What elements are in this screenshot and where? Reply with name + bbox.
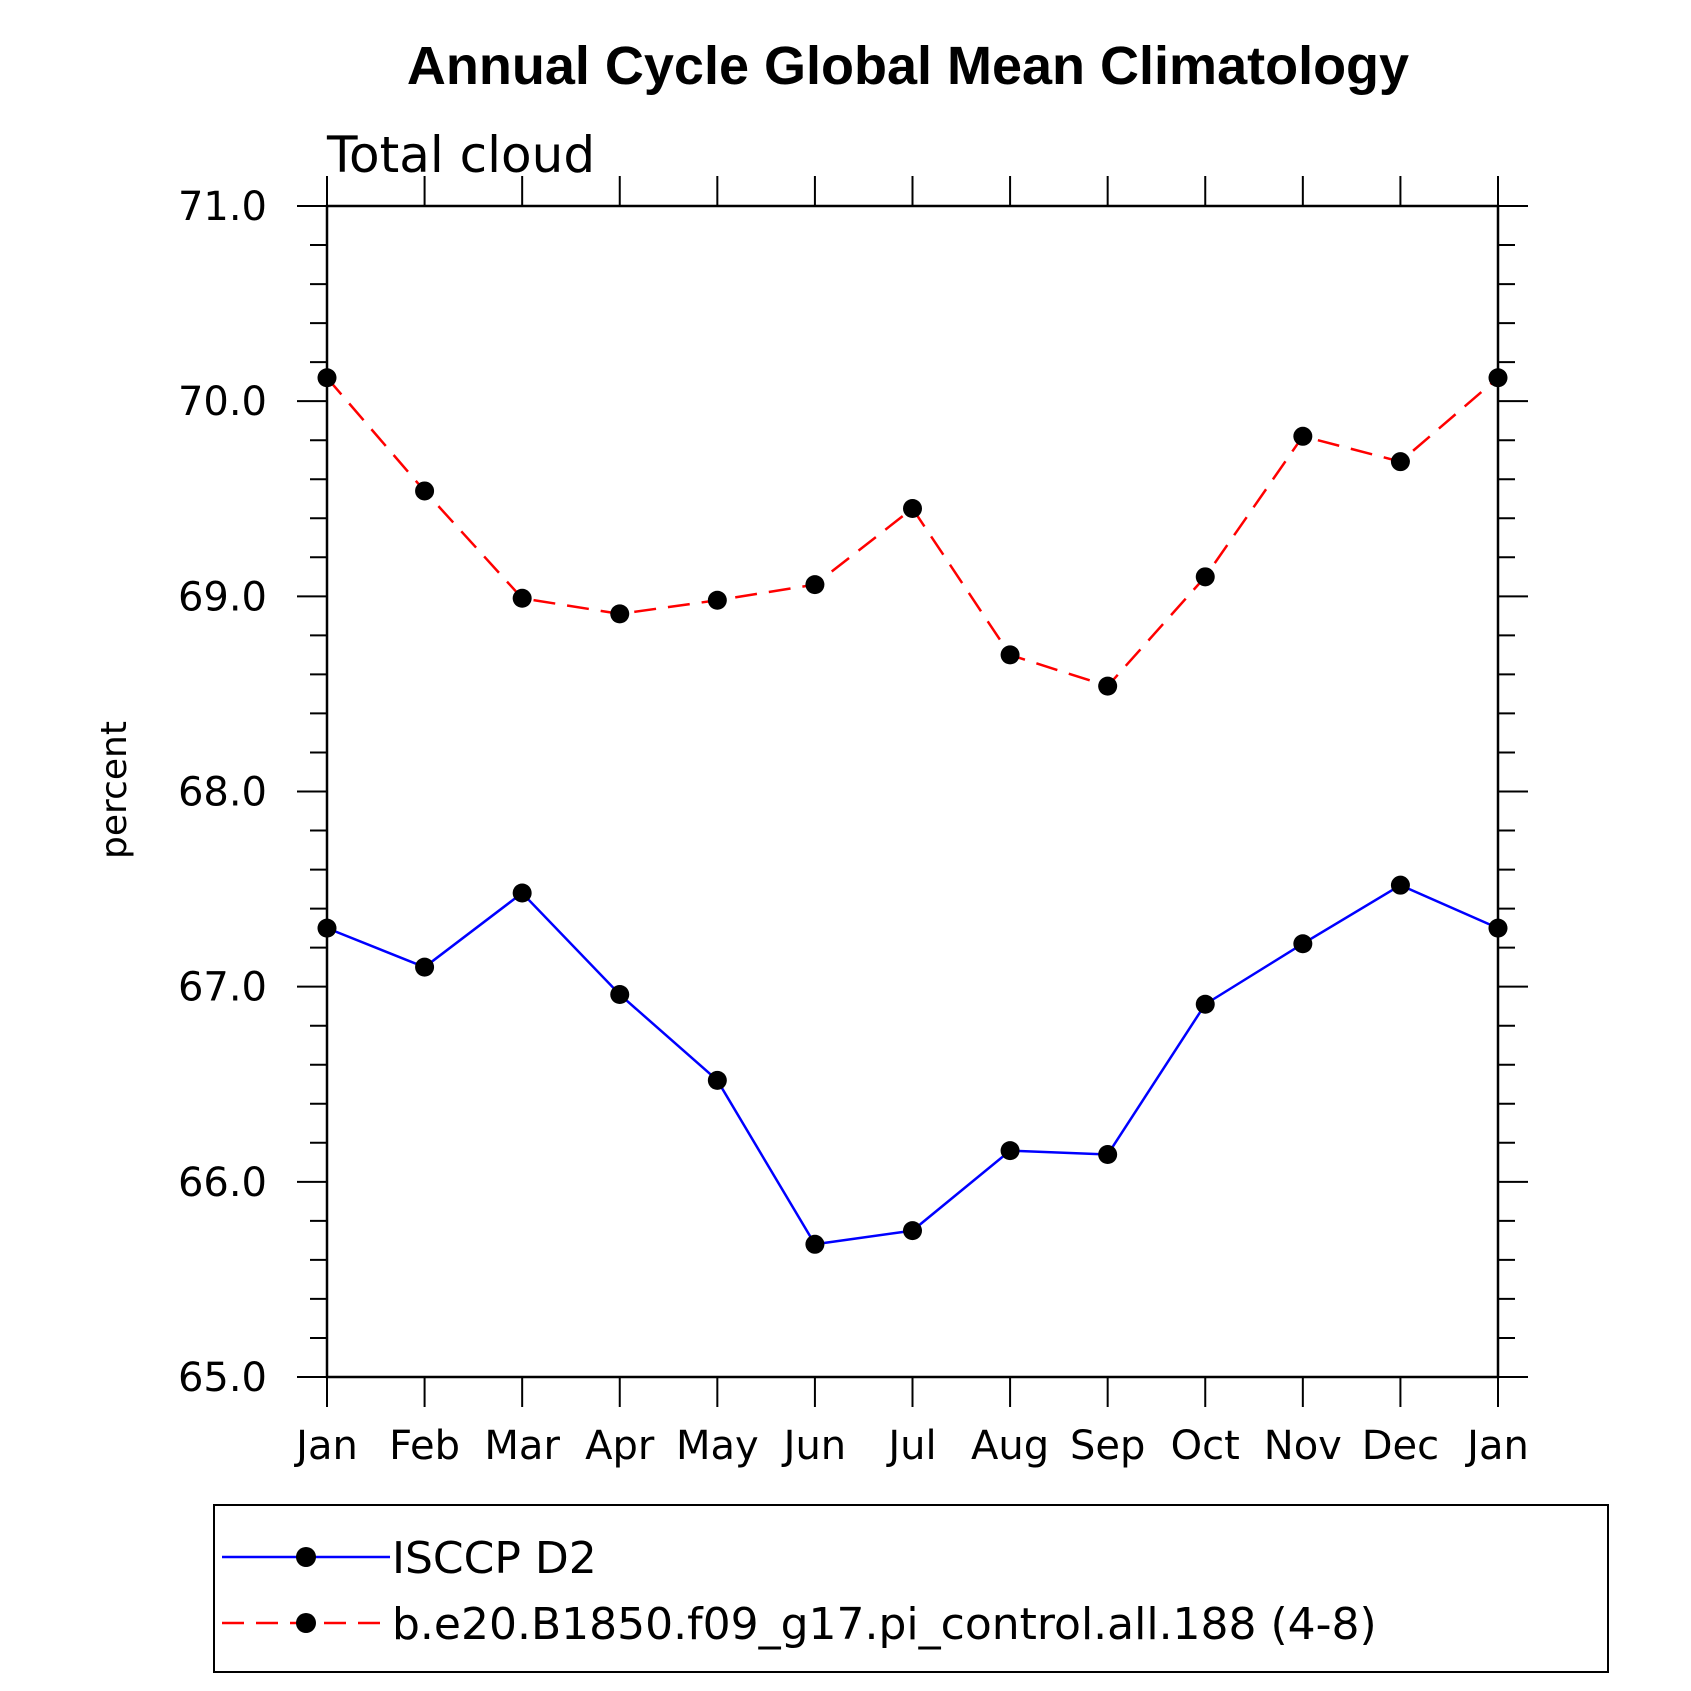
x-tick-label: Feb <box>389 1423 460 1469</box>
data-point <box>317 368 337 388</box>
chart-subtitle: Total cloud <box>326 126 595 184</box>
chart-title: Annual Cycle Global Mean Climatology <box>407 36 1409 96</box>
data-point <box>317 918 337 938</box>
data-point <box>415 481 435 501</box>
x-tick-label: Jul <box>885 1423 936 1469</box>
x-tick-label: Nov <box>1264 1423 1342 1469</box>
y-tick-label: 71.0 <box>178 184 267 230</box>
x-tick-label: Oct <box>1171 1423 1240 1469</box>
data-point <box>1488 368 1508 388</box>
x-tick-label: Apr <box>585 1423 655 1469</box>
data-point <box>1195 994 1215 1014</box>
data-point <box>1390 875 1410 895</box>
data-point <box>415 957 435 977</box>
data-point <box>1488 918 1508 938</box>
legend-label: ISCCP D2 <box>392 1533 597 1584</box>
series-1 <box>317 875 1508 1254</box>
y-tick-label: 68.0 <box>178 770 267 816</box>
x-axis: Jan Feb Mar Apr May Jun Jul Aug Sep Oct Nov Dec Jan <box>293 176 1529 1469</box>
legend-marker <box>296 1547 316 1567</box>
data-point <box>903 499 922 519</box>
data-point <box>1195 567 1215 587</box>
data-point <box>805 575 825 595</box>
x-tick-label: Dec <box>1362 1423 1439 1469</box>
data-point <box>805 1234 825 1254</box>
legend-marker <box>296 1613 316 1633</box>
x-tick-label: Aug <box>971 1423 1049 1469</box>
data-point <box>610 984 630 1004</box>
plot-border <box>325 204 1500 1379</box>
data-point <box>1000 645 1020 665</box>
series-layer <box>317 368 1508 1254</box>
x-tick-label: Jan <box>1464 1423 1529 1469</box>
x-tick-label: May <box>676 1423 759 1469</box>
data-point <box>707 1070 727 1090</box>
legend-label: b.e20.B1850.f09_g17.pi_control.all.188 (… <box>392 1599 1377 1650</box>
data-point <box>707 590 727 610</box>
legend-items: ISCCP D2 b.e20.B1850.f09_g17.pi_control.a… <box>222 1533 1377 1650</box>
x-tick-label: Jan <box>293 1423 358 1469</box>
data-point <box>1293 426 1313 446</box>
series-line <box>326 376 1499 688</box>
series-2 <box>317 368 1508 696</box>
y-tick-label: 70.0 <box>178 379 267 425</box>
plot-frame <box>325 204 1500 1379</box>
data-point <box>1000 1141 1020 1161</box>
y-tick-label: 67.0 <box>178 965 267 1011</box>
x-tick-label: Mar <box>484 1423 560 1469</box>
legend: ISCCP D2 b.e20.B1850.f09_g17.pi_control.a… <box>213 1504 1609 1673</box>
x-tick-label: Jun <box>781 1423 847 1469</box>
data-point <box>512 883 532 903</box>
data-point <box>1098 1145 1118 1165</box>
x-tick-label: Sep <box>1070 1423 1145 1469</box>
y-axis: 65.0 66.0 67.0 68.0 69.0 70.0 71.0 <box>178 184 1528 1401</box>
data-point <box>1293 934 1313 954</box>
y-tick-label: 66.0 <box>178 1160 267 1206</box>
y-tick-label: 65.0 <box>178 1355 267 1401</box>
data-point <box>512 588 532 608</box>
data-point <box>1390 452 1410 472</box>
y-tick-label: 69.0 <box>178 574 267 620</box>
data-point <box>903 1221 922 1241</box>
series-line <box>326 883 1499 1246</box>
data-point <box>610 604 630 624</box>
legend-box <box>213 1504 1609 1673</box>
y-axis-label: percent <box>94 721 135 859</box>
data-point <box>1098 676 1118 696</box>
